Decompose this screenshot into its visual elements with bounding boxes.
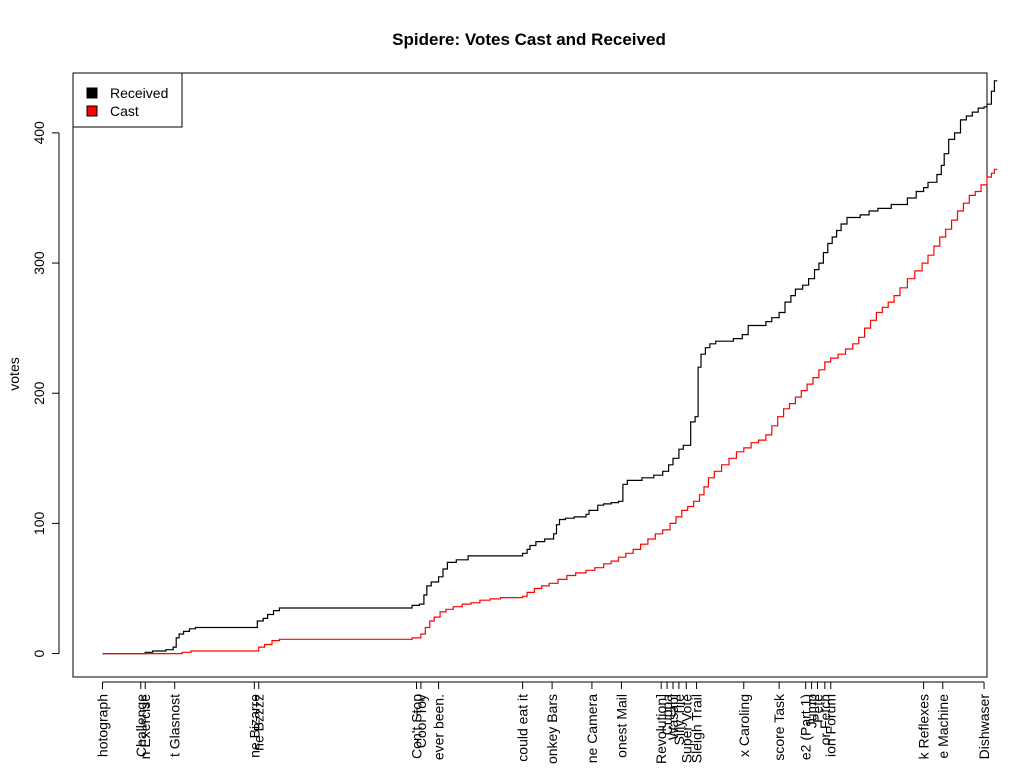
- x-tick-label: Jump: [804, 694, 820, 728]
- x-tick-label: ne Bizarre: [246, 694, 262, 758]
- x-tick-label: e2 (Part 1): [798, 694, 814, 760]
- legend-swatch-cast: [86, 105, 98, 117]
- x-tick-label: n Exercise: [137, 694, 153, 760]
- y-tick-label: 300: [31, 251, 47, 275]
- x-tick-label: onest Mail: [613, 694, 629, 758]
- x-tick-label: could eat it: [515, 694, 531, 762]
- x-tick-label: or Fetch: [817, 694, 833, 745]
- x-tick-label: Pete: [809, 694, 825, 723]
- x-tick-label: ne Camera: [584, 694, 600, 763]
- legend-swatch-received: [86, 87, 98, 99]
- x-tick-label: score Task: [771, 693, 787, 761]
- x-tick-label: hotograph: [94, 694, 110, 757]
- x-tick-label: ne Bzzzz: [251, 694, 267, 751]
- legend-box: [72, 72, 183, 128]
- x-tick-label: Con't Stop: [408, 694, 424, 759]
- x-tick-label: Dishwaser: [976, 694, 992, 760]
- x-tick-label: t Glasnost: [167, 694, 183, 757]
- x-tick-label: ion Forum: [823, 694, 839, 757]
- legend-label-cast: Cast: [110, 103, 139, 119]
- legend: Received Cast: [72, 72, 183, 128]
- series-layer: [102, 80, 998, 655]
- legend-label-received: Received: [110, 85, 168, 101]
- x-tick-label: e Machine: [935, 694, 951, 759]
- chart-title: Spidere: Votes Cast and Received: [392, 30, 666, 49]
- y-tick-label: 0: [31, 649, 47, 657]
- y-axis-label: votes: [6, 357, 22, 390]
- x-tick-label: Wasabi: [665, 694, 681, 740]
- x-tick-label: x Caroling: [736, 694, 752, 757]
- x-tick-label: Sleigh Trail: [689, 694, 705, 763]
- x-tick-label: Cuppa: [659, 694, 675, 735]
- x-tick-label: Super Vote: [678, 694, 694, 763]
- x-tick-label: Revolution]: [653, 694, 669, 764]
- x-tick-label: ever been.: [431, 694, 447, 760]
- series-line-cast: [102, 168, 998, 655]
- y-tick-label: 400: [31, 121, 47, 145]
- y-axis: 0 100 200 300 400: [31, 121, 60, 657]
- y-tick-label: 200: [31, 381, 47, 405]
- x-tick-label: onkey Bars: [544, 694, 560, 764]
- plot-area-frame: [72, 72, 988, 678]
- series-line-received: [102, 80, 998, 655]
- x-tick-label: Silly Tile: [671, 694, 687, 746]
- x-tick-label: k Reflexes: [916, 694, 932, 759]
- y-tick-label: 100: [31, 512, 47, 536]
- x-tick-label: Cool Toy: [413, 694, 429, 748]
- x-tick-label: Challenge: [133, 694, 149, 757]
